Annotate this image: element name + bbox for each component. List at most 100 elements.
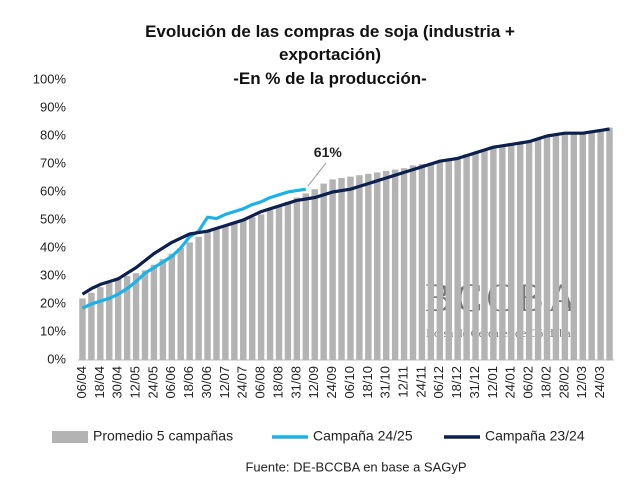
bar <box>391 169 399 360</box>
bar <box>257 214 265 360</box>
source: Fuente: DE-BCCBA en base a SAGyP <box>245 459 466 474</box>
bar <box>347 176 354 360</box>
y-tick-label: 80% <box>40 127 66 142</box>
x-tick-label: 31/12 <box>467 366 482 399</box>
bar <box>552 134 560 360</box>
bar <box>168 253 176 360</box>
bar <box>329 179 336 360</box>
chart-title: Evolución de las compras de soja (indust… <box>145 22 515 64</box>
x-tick-label: 30/06 <box>199 366 214 399</box>
bar <box>436 161 444 360</box>
bar <box>320 183 327 360</box>
legend-label: Campaña 23/24 <box>485 428 585 444</box>
bar <box>490 147 497 360</box>
bar <box>418 164 426 360</box>
x-tick-label: 24/03 <box>592 366 607 399</box>
bar <box>177 248 184 360</box>
legend-swatch <box>52 431 88 443</box>
bar <box>525 141 533 360</box>
x-tick-label: 12/05 <box>128 366 143 399</box>
bar <box>132 273 140 360</box>
x-tick-label: 28/02 <box>556 366 571 399</box>
bar <box>472 152 479 360</box>
bar <box>463 154 470 360</box>
x-tick-label: 31/10 <box>378 366 393 399</box>
bar <box>231 222 238 360</box>
bar <box>114 278 122 360</box>
bar <box>275 206 283 360</box>
bar <box>222 225 229 360</box>
bar <box>570 131 578 360</box>
bar <box>150 264 158 360</box>
legend-label: Campaña 24/25 <box>313 428 413 444</box>
bar <box>106 283 113 360</box>
x-tick-label: 06/12 <box>431 366 446 399</box>
bar <box>123 276 131 360</box>
y-tick-label: 60% <box>40 183 66 198</box>
bar <box>79 298 86 360</box>
annotation: 61% <box>314 144 343 160</box>
x-tick-label: 24/07 <box>235 366 250 399</box>
bar <box>499 145 506 360</box>
bar <box>266 210 274 360</box>
x-tick-label: 18/06 <box>181 366 196 399</box>
line <box>81 127 610 296</box>
x-tick-label: 24/09 <box>324 366 339 399</box>
y-tick-label: 40% <box>40 239 66 254</box>
y-tick-label: 50% <box>40 211 66 226</box>
bar <box>240 220 247 360</box>
bar <box>311 189 318 360</box>
legend-label: Promedio 5 campañas <box>93 428 233 444</box>
y-tick-label: 20% <box>40 295 66 310</box>
bar <box>302 193 310 360</box>
y-tick-label: 70% <box>40 155 66 170</box>
bar <box>597 129 604 360</box>
bar <box>213 228 220 360</box>
x-tick-label: 12/09 <box>306 366 321 399</box>
bar <box>159 259 167 360</box>
x-tick-label: 12/03 <box>574 366 589 399</box>
x-tick-label: 24/05 <box>145 366 160 399</box>
bar <box>445 158 452 360</box>
x-tick-label: 12/07 <box>217 366 232 399</box>
x-tick-label: 18/12 <box>449 366 464 399</box>
bar <box>543 136 551 360</box>
bar <box>579 131 586 360</box>
bar <box>508 144 515 360</box>
bar <box>427 162 435 360</box>
x-tick-label: 06/08 <box>253 366 268 399</box>
x-tick-label: 06/10 <box>342 366 357 399</box>
x-tick-label: 30/04 <box>110 366 125 399</box>
chart-subtitle: -En % de la producción- <box>233 69 427 88</box>
bar <box>374 172 381 360</box>
y-tick-label: 0% <box>47 351 66 366</box>
x-tick-label: 06/02 <box>521 366 536 399</box>
bar <box>204 231 211 360</box>
bar <box>382 171 390 360</box>
bar <box>141 270 149 360</box>
bar <box>356 175 363 360</box>
bar <box>195 236 202 360</box>
x-tick-label: 18/02 <box>538 366 553 399</box>
bar <box>561 133 569 360</box>
bar <box>588 130 595 360</box>
y-tick-label: 10% <box>40 323 66 338</box>
bar <box>481 150 488 360</box>
bar <box>400 168 408 360</box>
x-tick-label: 31/08 <box>288 366 303 399</box>
x-tick-label: 06/06 <box>163 366 178 399</box>
y-tick-label: 100% <box>33 71 67 86</box>
bar <box>516 143 524 360</box>
x-tick-label: 06/04 <box>74 366 89 399</box>
bar <box>88 292 95 360</box>
bar <box>248 217 256 360</box>
bar <box>186 242 193 360</box>
x-tick-label: 18/10 <box>360 366 375 399</box>
bar <box>338 178 345 360</box>
bar <box>97 287 104 360</box>
bar <box>293 197 301 360</box>
bar <box>606 127 613 360</box>
x-tick-label: 12/01 <box>485 366 500 399</box>
bar <box>365 173 372 360</box>
